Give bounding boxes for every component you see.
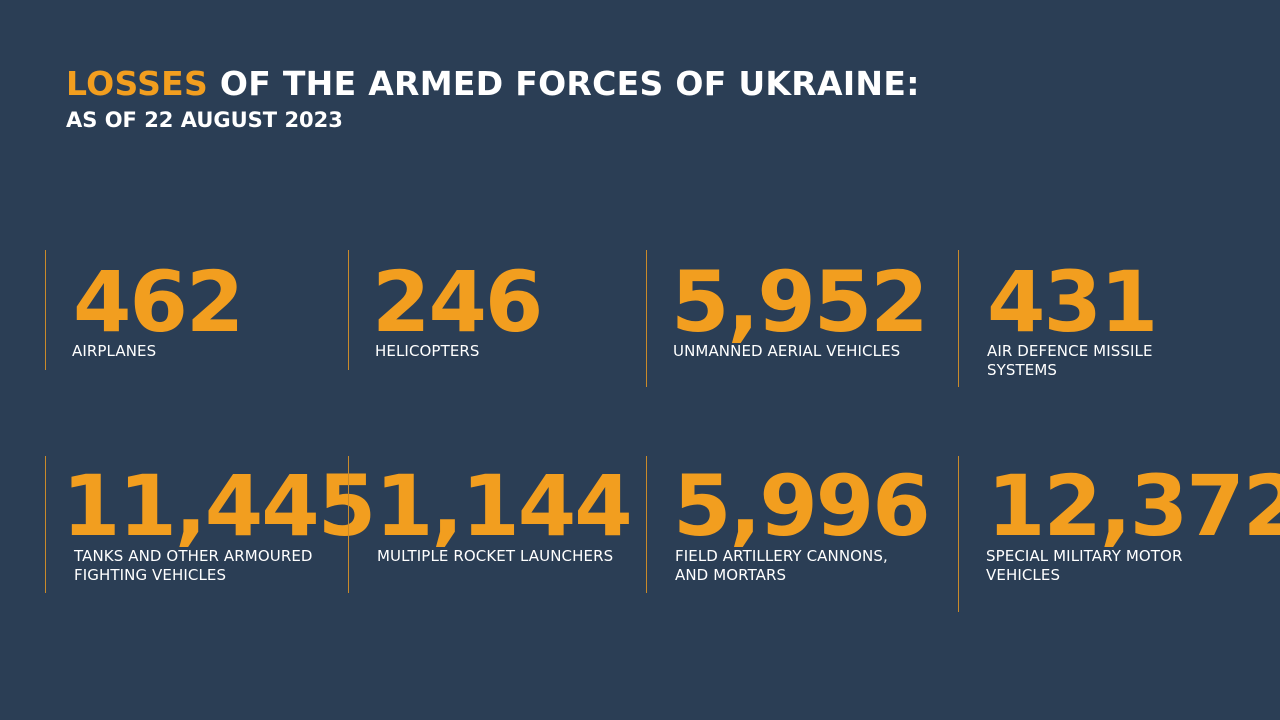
stat-label: AIR DEFENCE MISSILE SYSTEMS [987,342,1153,380]
stat-value: 11,445 [62,457,376,555]
stat-label-line: FIGHTING VEHICLES [74,566,227,584]
stat-label: FIELD ARTILLERY CANNONS, AND MORTARS [675,547,888,585]
stat-label-line: SYSTEMS [987,361,1058,379]
stat-label-line: AIR DEFENCE MISSILE [987,342,1153,360]
stat-value: 5,952 [671,253,929,351]
stat-helicopters: 246 HELICOPTERS [348,250,638,370]
stat-value: 246 [372,253,543,351]
stat-label-line: SPECIAL MILITARY MOTOR [986,547,1183,565]
stat-air-defence: 431 AIR DEFENCE MISSILE SYSTEMS [958,250,1258,387]
stat-label-line: AIRPLANES [72,342,157,360]
stat-label-line: TANKS AND OTHER ARMOURED [74,547,313,565]
stat-value: 5,996 [673,457,931,555]
stat-label-line: MULTIPLE ROCKET LAUNCHERS [377,547,614,565]
stat-label-line: VEHICLES [986,566,1061,584]
stat-label-line: UNMANNED AERIAL VEHICLES [673,342,901,360]
stat-value: 1,144 [375,457,633,555]
stat-label-line: AND MORTARS [675,566,787,584]
stat-value: 12,372 [987,457,1280,555]
page-title: LOSSES OF THE ARMED FORCES OF UKRAINE: [66,64,920,103]
stat-value: 431 [987,253,1158,351]
page-subtitle: AS OF 22 AUGUST 2023 [66,108,343,132]
title-accent: LOSSES [66,64,209,103]
stat-airplanes: 462 AIRPLANES [45,250,335,370]
stat-value: 462 [73,253,244,351]
stat-mlrs: 1,144 MULTIPLE ROCKET LAUNCHERS [348,456,643,593]
stat-label: TANKS AND OTHER ARMOURED FIGHTING VEHICLE… [74,547,313,585]
stat-motor-vehicles: 12,372 SPECIAL MILITARY MOTOR VEHICLES [958,456,1280,612]
stat-label: HELICOPTERS [375,342,480,361]
stat-uavs: 5,952 UNMANNED AERIAL VEHICLES [646,250,946,387]
stat-label: MULTIPLE ROCKET LAUNCHERS [377,547,613,566]
stat-label-line: HELICOPTERS [375,342,480,360]
title-rest: OF THE ARMED FORCES OF UKRAINE: [219,64,920,103]
stat-label: SPECIAL MILITARY MOTOR VEHICLES [986,547,1182,585]
stat-label: UNMANNED AERIAL VEHICLES [673,342,900,361]
stat-label: AIRPLANES [72,342,156,361]
stat-artillery: 5,996 FIELD ARTILLERY CANNONS, AND MORTAR… [646,456,946,593]
stat-tanks: 11,445 TANKS AND OTHER ARMOURED FIGHTING … [45,456,376,593]
stat-label-line: FIELD ARTILLERY CANNONS, [675,547,888,565]
